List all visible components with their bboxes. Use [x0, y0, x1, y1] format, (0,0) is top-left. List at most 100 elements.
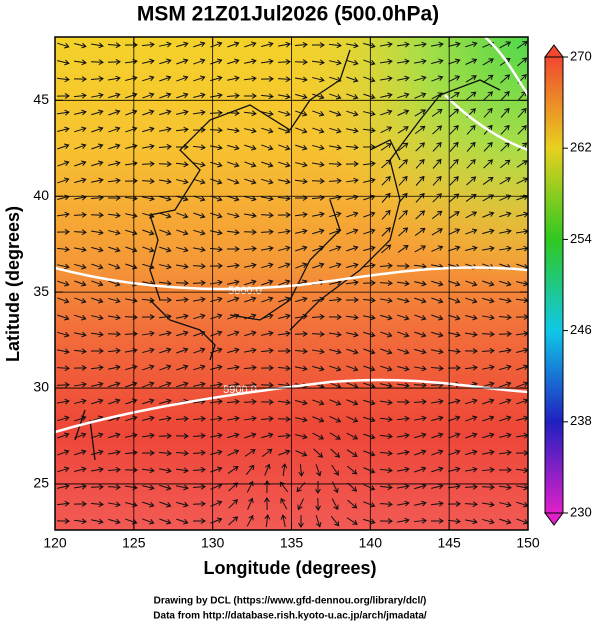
streamline — [243, 93, 257, 99]
streamline — [329, 432, 341, 440]
streamline — [465, 280, 478, 287]
streamline — [345, 144, 359, 151]
streamline — [227, 41, 240, 48]
streamline — [482, 228, 495, 235]
streamline — [158, 297, 172, 303]
streamline — [226, 381, 240, 388]
streamline — [192, 127, 206, 133]
streamline — [398, 227, 409, 237]
streamline — [499, 280, 512, 287]
streamline — [379, 450, 393, 457]
streamline — [465, 211, 478, 219]
streamline — [362, 160, 376, 167]
streamline — [91, 42, 104, 49]
streamline — [363, 262, 376, 269]
streamline — [261, 144, 274, 151]
streamline — [193, 381, 206, 388]
streamline — [91, 518, 104, 525]
streamline — [447, 501, 461, 507]
streamline — [380, 143, 392, 151]
streamline — [158, 178, 172, 185]
streamline — [466, 141, 476, 152]
streamline — [346, 228, 359, 235]
streamline — [431, 210, 443, 220]
streamline — [431, 432, 444, 439]
streamline — [108, 449, 121, 456]
streamline — [141, 330, 155, 337]
streamline — [447, 483, 461, 490]
streamline — [448, 398, 461, 405]
streamline — [124, 178, 138, 184]
y-tick-label: 25 — [33, 475, 49, 491]
streamline — [294, 348, 308, 355]
streamline — [295, 416, 308, 423]
streamline — [244, 127, 257, 134]
streamline — [295, 144, 308, 151]
streamline — [56, 211, 70, 218]
streamline — [90, 212, 104, 219]
streamline — [91, 143, 104, 150]
streamline — [346, 432, 359, 440]
streamline — [397, 126, 409, 134]
streamline — [294, 59, 308, 66]
streamline — [431, 466, 444, 473]
streamline — [448, 432, 461, 439]
streamline — [227, 347, 240, 354]
streamline — [345, 297, 359, 303]
streamline — [345, 279, 359, 286]
streamline — [298, 514, 304, 528]
streamline — [108, 280, 121, 287]
y-tick-label: 40 — [33, 187, 49, 203]
streamline — [175, 144, 189, 150]
streamline — [107, 177, 121, 184]
streamline — [328, 161, 342, 168]
streamline — [91, 449, 104, 456]
streamline — [346, 262, 359, 269]
streamline — [210, 75, 223, 82]
streamline — [481, 347, 495, 354]
streamline — [176, 484, 189, 491]
streamline — [176, 212, 189, 219]
streamline — [331, 481, 339, 494]
streamline — [498, 484, 512, 491]
streamline — [363, 450, 376, 457]
streamline — [448, 314, 461, 321]
streamline — [192, 449, 206, 456]
streamline — [245, 464, 255, 475]
streamline — [90, 59, 104, 66]
streamline — [295, 228, 308, 235]
streamline — [277, 228, 291, 235]
contour-line — [55, 266, 528, 291]
streamline — [192, 109, 206, 116]
streamline — [261, 330, 274, 337]
streamline — [465, 466, 478, 473]
streamline — [278, 449, 291, 456]
streamline — [261, 178, 274, 185]
contour-label: 5800.0 — [228, 285, 262, 297]
streamline — [193, 330, 206, 337]
streamline — [176, 381, 189, 388]
streamline — [481, 501, 495, 508]
streamline — [363, 211, 376, 218]
streamline — [141, 450, 155, 456]
streamline — [465, 75, 477, 83]
streamline — [142, 364, 155, 371]
streamline — [294, 76, 308, 83]
streamline — [379, 467, 393, 474]
streamline — [431, 415, 444, 422]
streamline — [295, 161, 308, 168]
streamline — [379, 58, 393, 65]
colorbar-tick-label: 270 — [570, 48, 592, 63]
streamline — [57, 126, 70, 133]
streamline — [449, 176, 459, 186]
streamline — [448, 280, 461, 287]
x-tick-label: 140 — [359, 535, 383, 551]
streamline — [176, 313, 189, 320]
streamline — [464, 501, 478, 508]
streamline — [347, 465, 358, 475]
streamline — [330, 515, 340, 527]
streamline — [328, 314, 342, 320]
streamline — [142, 143, 155, 150]
x-tick-label: 125 — [122, 535, 146, 551]
